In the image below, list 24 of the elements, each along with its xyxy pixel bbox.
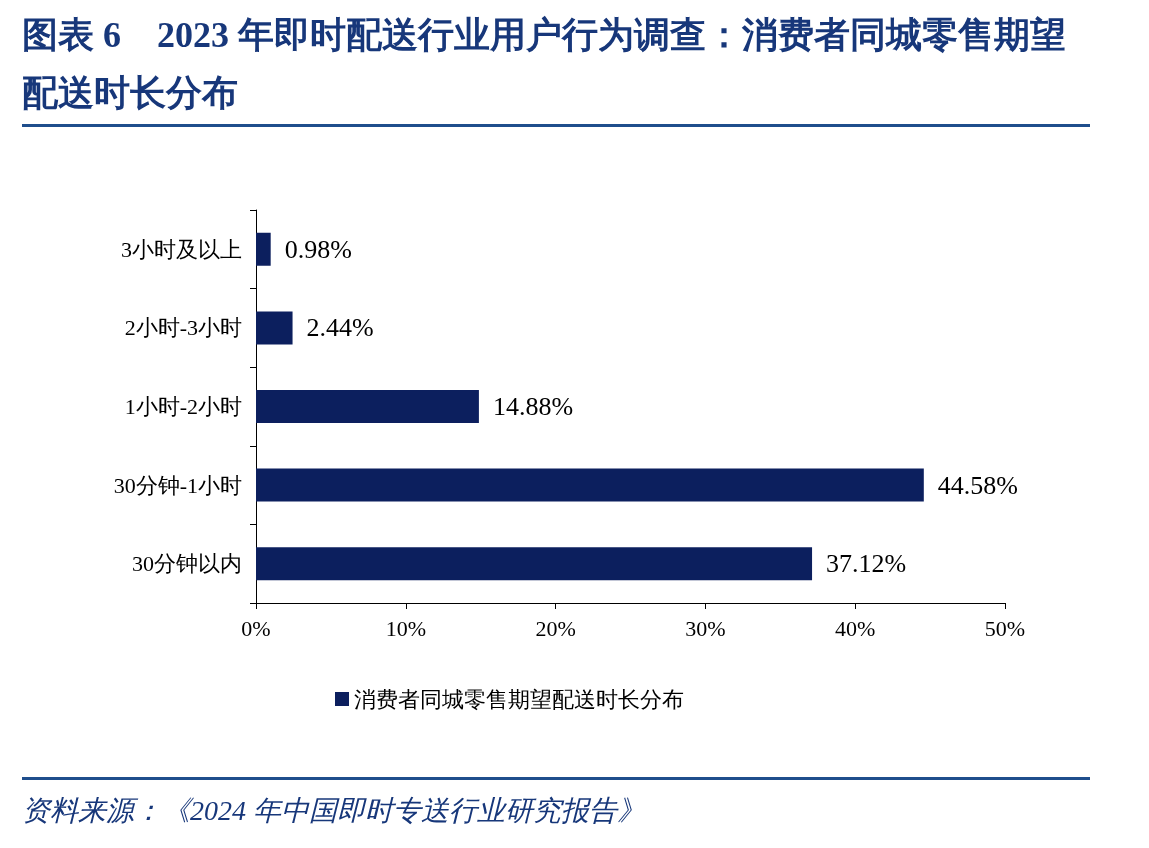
y-tick-label: 30分钟-1小时 — [113, 472, 242, 498]
x-tick-label: 0% — [241, 615, 271, 641]
x-tick-label: 40% — [835, 615, 876, 641]
x-tick-label: 10% — [385, 615, 426, 641]
bar — [256, 311, 293, 345]
y-tick-label: 30分钟以内 — [132, 551, 242, 577]
bar — [256, 390, 479, 423]
data-label: 2.44% — [306, 313, 374, 343]
chart-title: 图表 6 2023 年即时配送行业用户行为调查：消费者同城零售期望配送时长分布 — [22, 6, 1090, 127]
data-label: 37.12% — [826, 549, 907, 579]
y-tick-label: 3小时及以上 — [121, 236, 242, 262]
bar — [256, 232, 271, 266]
bar — [256, 468, 924, 502]
data-label: 44.58% — [937, 470, 1018, 500]
y-tick-label: 1小时-2小时 — [124, 394, 242, 419]
data-label: 0.98% — [284, 234, 352, 264]
legend-label: 消费者同城零售期望配送时长分布 — [354, 686, 684, 712]
x-tick-label: 50% — [984, 615, 1026, 641]
x-tick-label: 20% — [535, 615, 576, 641]
x-tick-label: 30% — [685, 615, 726, 641]
y-tick-label: 2小时-3小时 — [124, 315, 242, 341]
text: 资料来源：《2024 年中国即时专送行业研究报告》 — [22, 777, 1090, 830]
bar — [256, 547, 813, 581]
data-label: 14.88% — [492, 392, 574, 421]
